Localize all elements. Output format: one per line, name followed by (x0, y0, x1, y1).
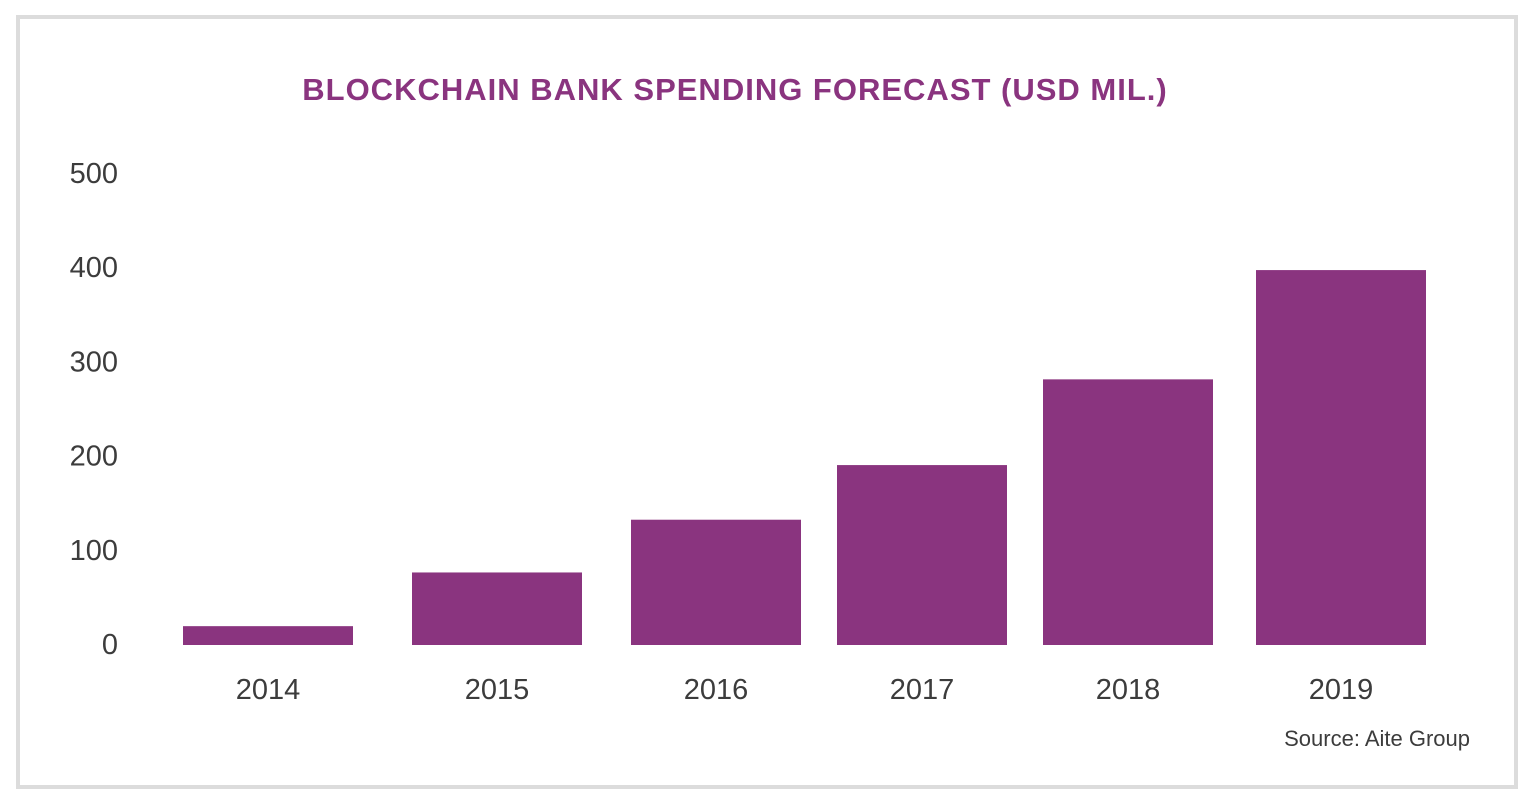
y-tick-label: 100 (70, 535, 118, 567)
bar-2016 (631, 519, 801, 645)
y-tick-label: 300 (70, 346, 118, 378)
x-tick-label: 2016 (684, 674, 749, 706)
bar-2019 (1256, 270, 1426, 645)
x-tick-label: 2015 (465, 674, 530, 706)
x-tick-label: 2014 (236, 674, 301, 706)
x-tick-label: 2019 (1309, 674, 1374, 706)
x-tick-label: 2018 (1096, 674, 1161, 706)
y-axis-ticks: 0 100 200 300 400 500 (70, 158, 118, 661)
y-tick-label: 0 (102, 629, 118, 661)
bars (183, 270, 1426, 645)
x-tick-label: 2017 (890, 674, 955, 706)
y-tick-label: 500 (70, 158, 118, 190)
bar-2018 (1043, 379, 1213, 645)
bar-2017 (837, 465, 1007, 645)
bar-2015 (412, 572, 582, 645)
bar-2014 (183, 626, 353, 645)
y-tick-label: 200 (70, 441, 118, 473)
source-note: Source: Aite Group (1284, 726, 1470, 751)
y-tick-label: 400 (70, 252, 118, 284)
x-axis-ticks: 2014 2015 2016 2017 2018 2019 (236, 674, 1374, 706)
chart-title: BLOCKCHAIN BANK SPENDING FORECAST (USD M… (302, 72, 1168, 107)
